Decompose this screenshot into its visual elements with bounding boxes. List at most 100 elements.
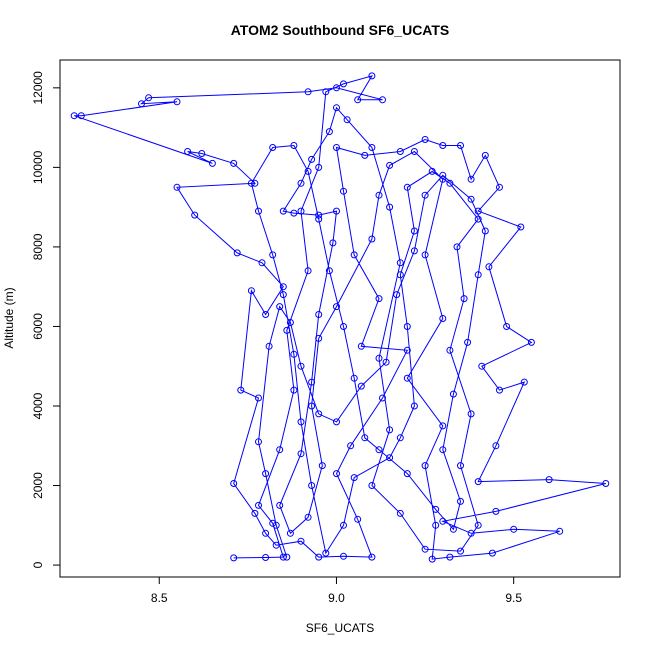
plot-box — [59, 59, 621, 578]
data-point — [343, 116, 351, 124]
data-point — [517, 223, 525, 231]
data-point — [520, 378, 528, 386]
data-point — [70, 112, 78, 120]
data-point — [449, 390, 457, 398]
data-point — [350, 374, 358, 382]
data-point — [145, 94, 153, 102]
data-point — [262, 529, 270, 537]
data-point — [77, 112, 85, 120]
data-point — [478, 362, 486, 370]
data-point — [333, 144, 340, 151]
data-point — [297, 179, 305, 187]
data-point — [173, 98, 181, 106]
data-point — [396, 509, 404, 517]
x-axis-label: SF6_UCATS — [306, 621, 374, 635]
data-point — [510, 525, 518, 533]
data-point — [198, 150, 206, 157]
y-axis: 0 2000 4000 6000 8000 10000 12000 — [31, 71, 60, 568]
data-point — [432, 505, 440, 513]
data-point — [421, 251, 429, 259]
y-tick-label: 6000 — [31, 313, 45, 340]
data-point — [230, 554, 238, 562]
data-point — [315, 410, 323, 418]
data-point — [290, 142, 298, 149]
data-point — [279, 283, 287, 291]
data-point — [439, 315, 447, 322]
data-point — [382, 358, 390, 366]
data-point — [474, 215, 482, 223]
data-point — [255, 501, 262, 509]
data-point — [286, 319, 294, 326]
data-point — [375, 446, 383, 454]
data-point — [308, 155, 316, 163]
data-point — [439, 142, 447, 149]
x-tick-label: 9.0 — [328, 591, 345, 605]
data-point — [421, 136, 429, 143]
data-point — [474, 521, 482, 529]
series-line — [74, 75, 606, 560]
data-point — [237, 386, 245, 394]
data-point — [308, 482, 316, 489]
data-point — [396, 434, 404, 442]
data-point — [439, 446, 447, 454]
data-point — [481, 151, 489, 159]
data-point — [322, 88, 330, 96]
data-point — [396, 148, 404, 155]
data-point — [315, 334, 323, 342]
data-point — [474, 478, 482, 486]
data-point — [276, 501, 284, 509]
data-point — [290, 209, 298, 217]
data-point — [457, 547, 464, 555]
data-point — [354, 96, 362, 104]
data-point — [333, 207, 340, 215]
data-point — [304, 167, 312, 175]
data-point — [272, 521, 280, 529]
data-point — [262, 470, 270, 478]
data-point — [361, 151, 369, 159]
data-point — [460, 295, 468, 303]
data-point — [439, 175, 447, 183]
x-axis: 8.5 9.0 9.5 — [151, 577, 522, 605]
data-point — [297, 362, 305, 370]
data-point — [315, 211, 323, 219]
data-point — [333, 104, 340, 112]
data-point — [492, 507, 500, 515]
data-point — [428, 167, 436, 175]
data-point — [247, 179, 255, 187]
data-point — [208, 159, 216, 167]
x-tick-label: 9.5 — [505, 591, 522, 605]
data-point — [347, 442, 355, 450]
data-point — [340, 521, 347, 529]
data-point — [421, 545, 429, 553]
data-point — [230, 480, 238, 487]
data-point — [446, 179, 454, 187]
data-point — [325, 128, 333, 136]
x-tick-label: 8.5 — [151, 591, 168, 605]
data-point — [602, 480, 610, 487]
data-point — [375, 354, 383, 362]
data-point — [403, 323, 411, 330]
data-point — [439, 171, 447, 179]
data-point — [457, 462, 464, 470]
y-tick-label: 8000 — [31, 233, 45, 260]
data-point — [290, 386, 298, 394]
data-point — [421, 191, 429, 199]
data-point — [304, 267, 312, 275]
data-point — [467, 175, 475, 183]
data-point — [340, 323, 347, 330]
data-point — [283, 326, 291, 334]
data-point — [255, 394, 262, 402]
data-point — [467, 195, 475, 203]
y-tick-label: 10000 — [31, 150, 45, 184]
data-point — [333, 418, 340, 426]
data-point — [375, 191, 383, 199]
data-point — [457, 142, 464, 149]
data-point — [496, 183, 503, 191]
data-point — [492, 442, 500, 450]
data-point — [368, 553, 376, 561]
data-point — [457, 497, 464, 505]
data-point — [191, 211, 199, 219]
data-point — [325, 267, 333, 275]
data-point — [386, 161, 394, 169]
